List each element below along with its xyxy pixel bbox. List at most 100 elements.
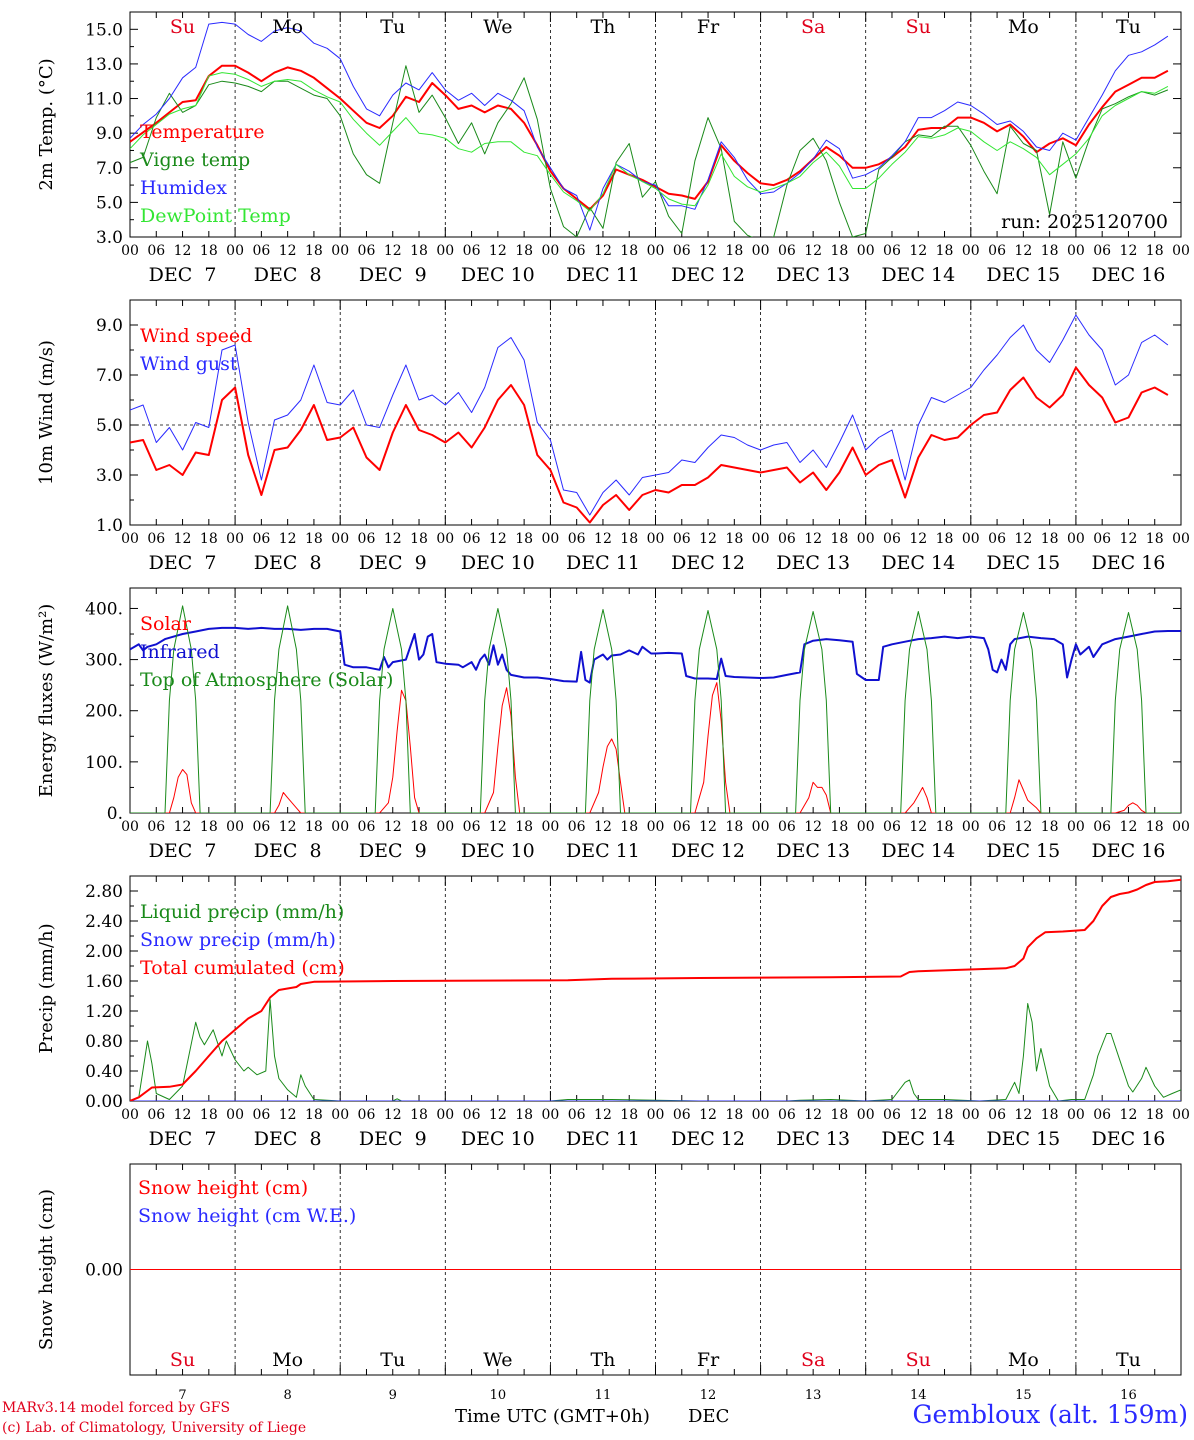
weekday-label: Sa (801, 16, 825, 38)
legend-wind-speed: Wind speed (140, 325, 252, 347)
x-hour-label: 06 (568, 243, 586, 259)
x-hour-label: 00 (226, 1107, 244, 1123)
x-hour-label: 06 (358, 531, 376, 547)
x-hour-label: 18 (831, 1107, 849, 1123)
x-hour-label: 18 (1146, 531, 1164, 547)
x-hour-label: 06 (463, 531, 481, 547)
y-axis-label: Energy fluxes (W/m²) (36, 604, 57, 798)
x-hour-label: 12 (1014, 819, 1032, 835)
x-hour-label: 18 (831, 243, 849, 259)
weekday-label: Mo (272, 16, 303, 38)
x-hour-label: 06 (883, 819, 901, 835)
x-hour-label: 00 (436, 1107, 454, 1123)
x-hour-label: 18 (410, 819, 428, 835)
weekday-label: Su (170, 1349, 195, 1371)
x-date-label: DEC 8 (254, 264, 322, 286)
x-date-label: DEC 13 (776, 264, 850, 286)
x-hour-label: 12 (594, 243, 612, 259)
x-hour-label: 12 (384, 1107, 402, 1123)
x-hour-label: 12 (384, 243, 402, 259)
x-hour-label: 18 (725, 819, 743, 835)
panel-energy (129, 587, 1182, 814)
x-hour-label: 12 (804, 243, 822, 259)
x-hour-label: 00 (331, 531, 349, 547)
day-number-label: 16 (1120, 1388, 1137, 1403)
x-hour-label: 12 (489, 819, 507, 835)
x-hour-label: 00 (962, 819, 980, 835)
legend-top-of-atmosphere-solar-: Top of Atmosphere (Solar) (140, 669, 393, 691)
run-label: run: 2025120700 (1001, 211, 1168, 233)
x-date-label: DEC 8 (254, 1128, 322, 1150)
x-date-label: DEC 15 (986, 1128, 1060, 1150)
x-hour-label: 00 (226, 243, 244, 259)
y-axis-label: 10m Wind (m/s) (36, 340, 57, 485)
x-hour-label: 06 (778, 243, 796, 259)
y-tick-label: 2.80 (85, 882, 123, 902)
x-date-label: DEC 15 (986, 840, 1060, 862)
x-hour-label: 00 (331, 243, 349, 259)
x-hour-label: 12 (174, 531, 192, 547)
y-tick-label: 7.0 (96, 366, 123, 386)
series-group (130, 878, 1181, 1101)
y-tick-label: 400. (85, 599, 123, 619)
x-hour-label: 18 (620, 243, 638, 259)
x-hour-label: 06 (883, 243, 901, 259)
x-hour-label: 00 (1172, 819, 1190, 835)
weekday-label: Th (590, 16, 615, 38)
x-hour-label: 18 (1146, 1107, 1164, 1123)
weekday-label: Tu (380, 16, 405, 38)
y-tick-label: 1.60 (85, 972, 123, 992)
x-hour-label: 00 (121, 819, 139, 835)
x-hour-label: 18 (620, 531, 638, 547)
credit-line-lab: (c) Lab. of Climatology, University of L… (2, 1420, 307, 1436)
series-line-wind-gust (130, 314, 1169, 516)
x-date-label: DEC 10 (461, 264, 535, 286)
x-hour-label: 06 (1093, 531, 1111, 547)
series-line-humidex (130, 21, 1169, 231)
y-tick-label: 300. (85, 651, 123, 671)
x-hour-label: 06 (988, 531, 1006, 547)
x-hour-label: 18 (305, 531, 323, 547)
x-hour-label: 00 (962, 243, 980, 259)
y-axis-label: Precip (mm/h) (36, 923, 57, 1053)
x-date-label: DEC 11 (566, 840, 640, 862)
x-date-label: DEC 14 (881, 264, 955, 286)
x-hour-label: 12 (279, 819, 297, 835)
x-hour-label: 00 (1067, 243, 1085, 259)
x-hour-label: 00 (1067, 819, 1085, 835)
legend-snow-height-cm-w-e-: Snow height (cm W.E.) (138, 1205, 356, 1227)
x-hour-label: 00 (436, 243, 454, 259)
series-group (130, 605, 1181, 813)
x-hour-label: 06 (252, 1107, 270, 1123)
x-hour-label: 06 (673, 819, 691, 835)
y-tick-label: 0.00 (85, 1261, 123, 1281)
weekday-label: Su (906, 16, 931, 38)
x-hour-label: 00 (1172, 531, 1190, 547)
weekday-label: Tu (1116, 1349, 1141, 1371)
x-hour-label: 06 (778, 1107, 796, 1123)
x-hour-label: 06 (252, 819, 270, 835)
x-hour-label: 18 (200, 531, 218, 547)
x-hour-label: 00 (962, 531, 980, 547)
x-date-label: DEC 9 (359, 1128, 427, 1150)
x-hour-label: 18 (1041, 819, 1059, 835)
y-tick-label: 5.0 (96, 193, 123, 213)
x-axis-month: DEC (688, 1406, 730, 1427)
x-hour-label: 06 (673, 531, 691, 547)
x-hour-label: 12 (1120, 243, 1138, 259)
panel-temperature (129, 11, 1182, 238)
day-number-label: 14 (910, 1388, 927, 1403)
y-axis-label: 2m Temp. (°C) (36, 58, 57, 190)
x-date-label: DEC 11 (566, 1128, 640, 1150)
day-number-label: 7 (178, 1388, 186, 1403)
y-tick-label: 9.0 (96, 316, 123, 336)
y-tick-label: 1.20 (85, 1002, 123, 1022)
x-date-label: DEC 11 (566, 552, 640, 574)
x-hour-label: 06 (778, 531, 796, 547)
y-tick-label: 3.0 (96, 466, 123, 486)
legend-dewpoint-temp: DewPoint Temp (140, 205, 291, 227)
x-hour-label: 00 (752, 531, 770, 547)
weekday-label: Th (590, 1349, 615, 1371)
weekday-label: Mo (1008, 16, 1039, 38)
legend-snow-height-cm-: Snow height (cm) (138, 1177, 308, 1199)
